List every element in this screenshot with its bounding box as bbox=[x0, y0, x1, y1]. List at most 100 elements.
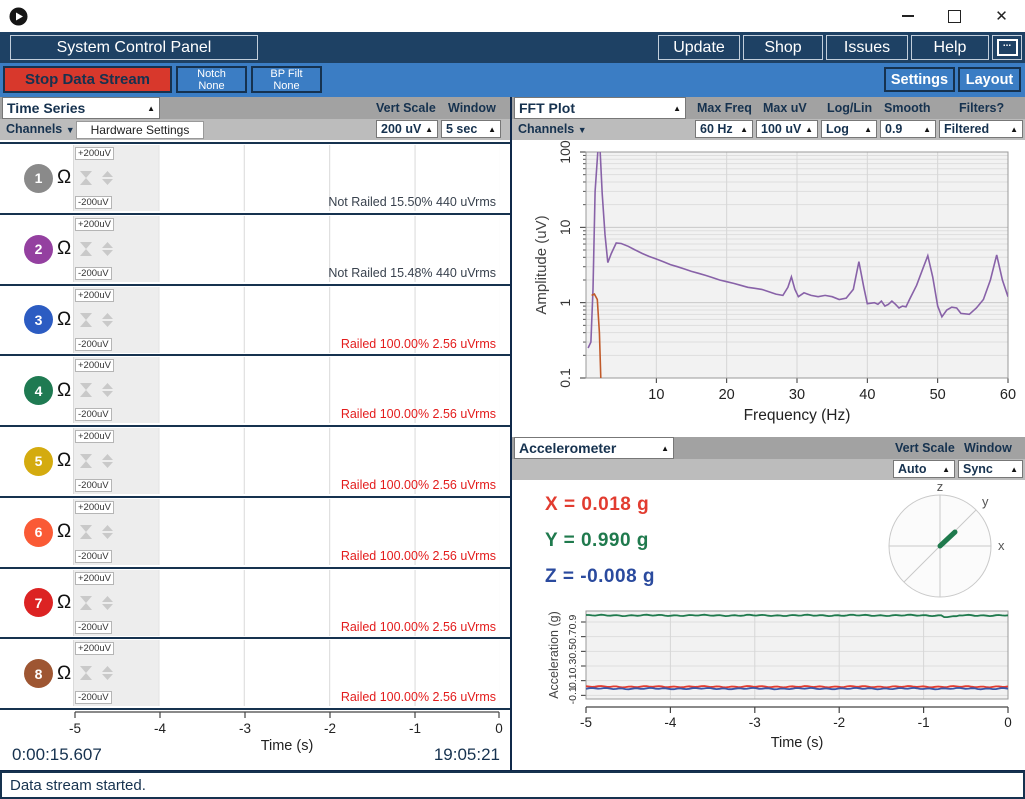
channel-row: 6 Ω +200uV -200uV Railed 100.00% 2.56 uV… bbox=[0, 498, 510, 569]
max-freq-dropdown[interactable]: 60 Hz ▲ bbox=[695, 120, 753, 138]
scale-up-down-arrows-icon[interactable] bbox=[101, 241, 114, 257]
autoscale-hourglass-icon[interactable] bbox=[79, 453, 93, 469]
console-log-button[interactable]: ... bbox=[992, 35, 1022, 60]
scale-top-label: +200uV bbox=[75, 430, 115, 443]
ball-z-axis-label: z bbox=[937, 482, 944, 494]
maximize-icon bbox=[948, 9, 961, 23]
impedance-omega-button[interactable]: Ω bbox=[57, 662, 72, 684]
svg-text:20: 20 bbox=[719, 387, 735, 403]
channel-row: 2 Ω +200uV -200uV Not Railed 15.48% 440 … bbox=[0, 215, 510, 286]
bandpass-filter-button[interactable]: BP Filt None bbox=[251, 66, 322, 93]
console-icon: ... bbox=[996, 39, 1018, 56]
rail-status-text: Railed 100.00% 2.56 uVrms bbox=[340, 407, 496, 422]
shop-button[interactable]: Shop bbox=[743, 35, 823, 60]
autoscale-hourglass-icon[interactable] bbox=[79, 595, 93, 611]
notch-filter-button[interactable]: Notch None bbox=[176, 66, 247, 93]
svg-text:-3: -3 bbox=[239, 721, 251, 736]
scale-up-down-arrows-icon[interactable] bbox=[101, 595, 114, 611]
issues-button[interactable]: Issues bbox=[826, 35, 908, 60]
settings-button[interactable]: Settings bbox=[884, 67, 955, 92]
autoscale-hourglass-icon[interactable] bbox=[79, 170, 93, 186]
scale-bottom-label: -200uV bbox=[75, 549, 112, 563]
layout-button[interactable]: Layout bbox=[958, 67, 1021, 92]
autoscale-hourglass-icon[interactable] bbox=[79, 524, 93, 540]
scale-up-down-arrows-icon[interactable] bbox=[101, 524, 114, 540]
scale-up-down-arrows-icon[interactable] bbox=[101, 382, 114, 398]
channel-plot: +200uV -200uV Not Railed 15.50% 440 uVrm… bbox=[73, 145, 500, 211]
dropdown-up-icon: ▲ bbox=[923, 124, 931, 134]
window-label: Window bbox=[448, 101, 496, 115]
channel-row: 7 Ω +200uV -200uV Railed 100.00% 2.56 uV… bbox=[0, 569, 510, 640]
impedance-omega-button[interactable]: Ω bbox=[57, 167, 72, 189]
scale-top-label: +200uV bbox=[75, 288, 115, 302]
widget-selector-dropdown[interactable]: Time Series ▲ bbox=[2, 97, 160, 119]
svg-text:100: 100 bbox=[557, 140, 573, 164]
hardware-settings-button[interactable]: Hardware Settings bbox=[76, 121, 204, 139]
minimize-button[interactable] bbox=[884, 0, 931, 32]
channel-toggle-button[interactable]: 6 bbox=[24, 517, 53, 547]
title-bar: ✕ bbox=[0, 0, 1025, 32]
impedance-omega-button[interactable]: Ω bbox=[57, 521, 72, 543]
svg-text:Time (s): Time (s) bbox=[771, 735, 824, 751]
channels-dropdown[interactable]: Channels ▼ bbox=[6, 122, 75, 136]
vert-scale-dropdown[interactable]: Auto ▲ bbox=[893, 460, 955, 478]
channel-toggle-button[interactable]: 4 bbox=[24, 376, 53, 406]
svg-text:10: 10 bbox=[648, 387, 664, 403]
stop-data-stream-button[interactable]: Stop Data Stream bbox=[3, 66, 172, 93]
chevron-down-icon: ▼ bbox=[65, 125, 75, 135]
scale-bottom-label: -200uV bbox=[75, 266, 112, 280]
help-button[interactable]: Help bbox=[911, 35, 989, 60]
dropdown-up-icon: ▲ bbox=[661, 443, 669, 453]
svg-text:-4: -4 bbox=[664, 715, 676, 730]
window-dropdown[interactable]: Sync ▲ bbox=[958, 460, 1023, 478]
autoscale-hourglass-icon[interactable] bbox=[79, 382, 93, 398]
channel-plot: +200uV -200uV Railed 100.00% 2.56 uVrms bbox=[73, 498, 500, 565]
widget-selector-dropdown[interactable]: Accelerometer ▲ bbox=[514, 437, 674, 459]
channel-toggle-button[interactable]: 5 bbox=[24, 446, 53, 476]
widget-title: FFT Plot bbox=[519, 100, 575, 116]
log-lin-dropdown[interactable]: Log ▲ bbox=[821, 120, 877, 138]
svg-text:50: 50 bbox=[930, 387, 946, 403]
scale-up-down-arrows-icon[interactable] bbox=[101, 312, 114, 328]
channel-plot: +200uV -200uV Railed 100.00% 2.56 uVrms bbox=[73, 569, 500, 636]
update-button[interactable]: Update bbox=[658, 35, 740, 60]
maximize-button[interactable] bbox=[931, 0, 978, 32]
svg-text:-5: -5 bbox=[580, 715, 592, 730]
vert-scale-value: Auto bbox=[898, 462, 927, 476]
impedance-omega-button[interactable]: Ω bbox=[57, 450, 72, 472]
max-uv-dropdown[interactable]: 100 uV ▲ bbox=[756, 120, 818, 138]
scale-top-label: +200uV bbox=[75, 359, 115, 373]
autoscale-hourglass-icon[interactable] bbox=[79, 241, 93, 257]
channels-dropdown[interactable]: Channels ▼ bbox=[518, 122, 587, 136]
svg-text:0.1: 0.1 bbox=[567, 673, 579, 688]
channel-toggle-button[interactable]: 8 bbox=[24, 659, 53, 689]
impedance-omega-button[interactable]: Ω bbox=[57, 308, 72, 330]
impedance-omega-button[interactable]: Ω bbox=[57, 238, 72, 260]
scale-up-down-arrows-icon[interactable] bbox=[101, 665, 114, 681]
vert-scale-dropdown[interactable]: 200 uV ▲ bbox=[376, 120, 438, 138]
channel-plot: +200uV -200uV Railed 100.00% 2.56 uVrms bbox=[73, 640, 500, 707]
scale-up-down-arrows-icon[interactable] bbox=[101, 170, 114, 186]
system-control-panel-button[interactable]: System Control Panel bbox=[10, 35, 258, 60]
filters-dropdown[interactable]: Filtered ▲ bbox=[939, 120, 1023, 138]
channel-toggle-button[interactable]: 7 bbox=[24, 588, 53, 618]
impedance-omega-button[interactable]: Ω bbox=[57, 379, 72, 401]
channel-toggle-button[interactable]: 3 bbox=[24, 305, 53, 335]
channel-toggle-button[interactable]: 1 bbox=[24, 163, 53, 193]
widget-selector-dropdown[interactable]: FFT Plot ▲ bbox=[514, 97, 686, 119]
log-lin-label: Log/Lin bbox=[827, 101, 873, 115]
accelerometer-header: Accelerometer ▲ Vert Scale Window bbox=[512, 437, 1025, 459]
app-icon bbox=[9, 7, 28, 26]
smooth-dropdown[interactable]: 0.9 ▲ bbox=[880, 120, 936, 138]
widget-title: Time Series bbox=[7, 100, 86, 116]
autoscale-hourglass-icon[interactable] bbox=[79, 665, 93, 681]
accelerometer-subheader: Auto ▲ Sync ▲ bbox=[512, 459, 1025, 480]
impedance-omega-button[interactable]: Ω bbox=[57, 591, 72, 613]
scale-up-down-arrows-icon[interactable] bbox=[101, 453, 114, 469]
channel-toggle-button[interactable]: 2 bbox=[24, 234, 53, 264]
window-dropdown[interactable]: 5 sec ▲ bbox=[441, 120, 501, 138]
close-button[interactable]: ✕ bbox=[978, 0, 1025, 32]
svg-text:Amplitude (uV): Amplitude (uV) bbox=[533, 215, 550, 314]
fft-chart: 0.1 1 10 100 10 20 30 40 50 60 Amplitude (uV) Frequ… bbox=[533, 140, 1016, 424]
autoscale-hourglass-icon[interactable] bbox=[79, 312, 93, 328]
